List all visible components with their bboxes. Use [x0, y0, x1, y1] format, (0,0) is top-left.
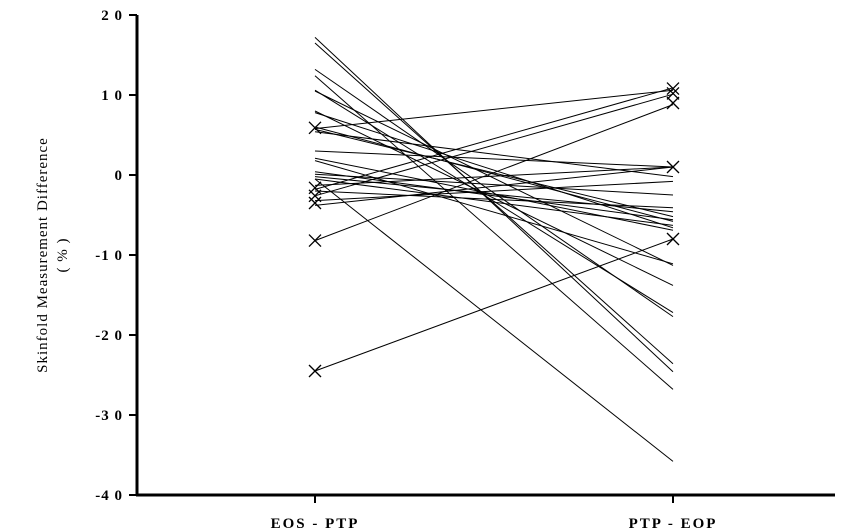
series-line — [314, 176, 674, 213]
series-line — [314, 112, 674, 229]
series-line — [314, 89, 674, 314]
x-marker-stroke — [666, 82, 680, 96]
series-line — [314, 89, 674, 130]
x-marker-stroke — [308, 234, 322, 248]
series-line — [314, 180, 674, 202]
x-marker-stroke — [666, 96, 680, 110]
x-marker — [666, 82, 680, 96]
series-line — [314, 87, 674, 190]
axes — [135, 15, 835, 497]
y-axis-title: Skinfold Measurement Difference — [35, 137, 51, 373]
y-ticks: 2 0 1 0 0 -1 0 -2 0 -3 0 -4 0 — [95, 8, 137, 504]
x-marker-stroke — [666, 160, 680, 174]
series-line — [314, 93, 674, 197]
y-tick-label: -4 0 — [95, 488, 123, 504]
series-line — [314, 150, 674, 168]
x-marker-stroke — [308, 121, 322, 135]
series-line — [314, 104, 674, 242]
x-marker — [308, 364, 322, 378]
x-marker — [308, 234, 322, 248]
series-line — [314, 75, 674, 390]
x-marker-stroke — [666, 232, 680, 246]
y-tick-label: -3 0 — [95, 408, 123, 424]
series-line — [314, 166, 674, 206]
x-marker-stroke — [308, 364, 322, 378]
series-line — [314, 178, 674, 462]
y-tick-label: 1 0 — [101, 88, 123, 104]
x-marker — [308, 189, 322, 203]
series-line — [314, 42, 674, 365]
y-tick-label: 0 — [115, 168, 124, 184]
series-line — [314, 166, 674, 186]
x-category-label: PTP - EOP — [629, 516, 718, 532]
y-tick-label: -2 0 — [95, 328, 123, 344]
y-tick-label: -1 0 — [95, 248, 123, 264]
y-tick-label: 2 0 — [101, 8, 123, 24]
series-line — [314, 238, 674, 372]
x-marker — [666, 232, 680, 246]
series-line — [314, 190, 674, 209]
series-lines — [314, 37, 674, 462]
x-marker — [308, 121, 322, 135]
point-markers — [308, 82, 680, 378]
x-marker — [666, 160, 680, 174]
series-line — [314, 90, 674, 266]
x-marker — [308, 196, 322, 210]
series-line — [314, 173, 674, 196]
x-category-label: EOS - PTP — [271, 516, 360, 532]
x-marker — [666, 96, 680, 110]
y-axis-unit: ( % ) — [55, 238, 71, 273]
series-line — [314, 110, 674, 286]
x-marker-stroke — [308, 196, 322, 210]
series-line — [314, 37, 674, 373]
x-ticks: EOS - PTP PTP - EOP — [271, 495, 718, 532]
x-marker — [666, 86, 680, 100]
series-line — [314, 178, 674, 226]
series-line — [314, 131, 674, 178]
series-line — [314, 171, 674, 221]
x-marker-stroke — [666, 86, 680, 100]
